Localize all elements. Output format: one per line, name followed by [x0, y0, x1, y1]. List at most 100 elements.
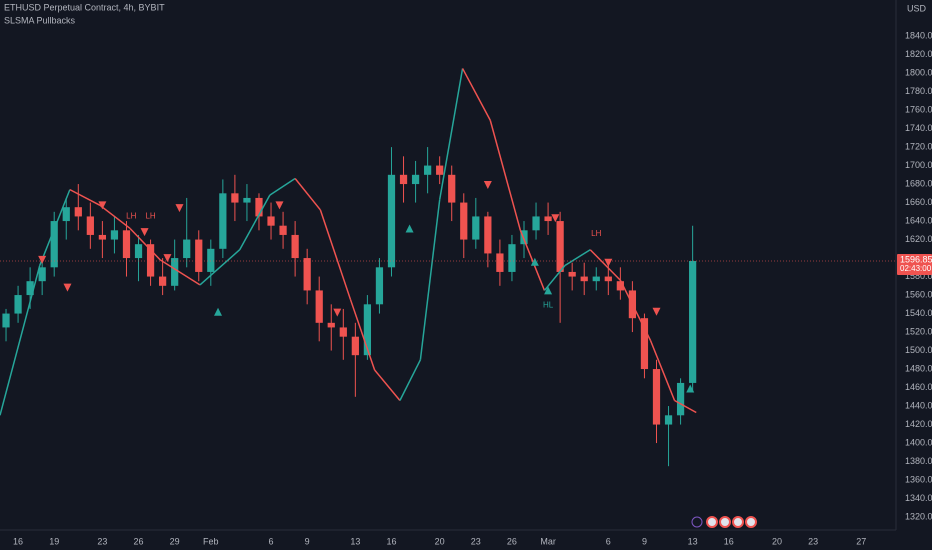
y-tick-label: 1500.00 — [905, 345, 932, 355]
candle-body — [134, 244, 143, 259]
icon[interactable] — [706, 516, 718, 528]
candle-body — [122, 230, 131, 259]
sell-signal — [333, 308, 342, 317]
y-tick-label: 1380.00 — [905, 456, 932, 466]
x-tick-label: 23 — [471, 536, 481, 546]
y-tick-label: 1520.00 — [905, 326, 932, 336]
x-tick-label: 9 — [642, 536, 647, 546]
slsma-line — [99, 204, 131, 230]
candle-body — [399, 174, 408, 185]
buy-signal — [405, 224, 414, 233]
icon[interactable] — [745, 516, 757, 528]
countdown-label: 02:43:00 — [900, 264, 932, 273]
x-tick-label: 26 — [134, 536, 144, 546]
slsma-line — [564, 249, 591, 267]
x-tick-label: 9 — [305, 536, 310, 546]
candle-body — [689, 260, 697, 383]
x-tick-label: 29 — [170, 536, 180, 546]
sell-signal — [38, 255, 47, 264]
icon[interactable] — [719, 516, 731, 528]
candle-body — [279, 225, 287, 235]
y-tick-label: 1440.00 — [905, 400, 932, 410]
candle-body — [520, 230, 528, 245]
slsma-line — [399, 359, 422, 401]
candle-body — [375, 267, 384, 305]
candle-body — [62, 207, 70, 222]
candle-body — [448, 174, 456, 203]
x-tick-label: 23 — [808, 536, 818, 546]
candle-body — [604, 276, 612, 282]
y-tick-label: 1620.00 — [905, 234, 932, 244]
toolbar-icons[interactable] — [691, 516, 757, 528]
candle-body — [339, 327, 347, 337]
candle-body — [664, 415, 673, 425]
candle-body — [508, 244, 516, 272]
slsma-line — [489, 120, 522, 231]
chart-title: ETHUSD Perpetual Contract, 4h, BYBIT — [4, 2, 165, 12]
candle-body — [556, 221, 564, 272]
candle-body — [110, 230, 119, 240]
y-axis-label: USD — [907, 3, 927, 13]
candle-body — [267, 216, 275, 226]
sell-signal — [140, 228, 149, 237]
buy-signal — [544, 286, 553, 295]
candle-body — [387, 174, 396, 268]
icon[interactable] — [732, 516, 744, 528]
y-tick-label: 1460.00 — [905, 382, 932, 392]
y-tick-label: 1560.00 — [905, 289, 932, 299]
candle-body — [436, 165, 444, 175]
slsma-line — [319, 209, 352, 300]
y-tick-label: 1720.00 — [905, 141, 932, 151]
pivot-label: LH — [591, 229, 601, 238]
x-tick-label: 16 — [386, 536, 396, 546]
candle-body — [568, 271, 576, 277]
x-tick-label: 6 — [606, 536, 611, 546]
slsma-line — [461, 68, 491, 121]
y-tick-label: 1400.00 — [905, 437, 932, 447]
y-tick-label: 1800.00 — [905, 67, 932, 77]
y-tick-label: 1360.00 — [905, 474, 932, 484]
x-tick-label: 13 — [350, 536, 360, 546]
y-tick-label: 1660.00 — [905, 197, 932, 207]
y-tick-label: 1580.00 — [905, 271, 932, 281]
candle-body — [544, 216, 552, 222]
candle-body — [411, 174, 420, 185]
candle-body — [146, 244, 155, 277]
slsma-line — [619, 279, 652, 341]
pivot-label: HL — [543, 300, 554, 309]
icon[interactable] — [691, 516, 703, 528]
candle-body — [315, 290, 323, 323]
slsma-line — [199, 249, 241, 286]
y-tick-label: 1540.00 — [905, 308, 932, 318]
y-tick-label: 1780.00 — [905, 86, 932, 96]
pivot-label: LH — [126, 212, 136, 221]
slsma-line — [589, 249, 621, 281]
y-tick-label: 1740.00 — [905, 123, 932, 133]
candle-body — [207, 248, 215, 272]
candle-body — [14, 295, 22, 314]
y-tick-label: 1760.00 — [905, 104, 932, 114]
candle-body — [159, 276, 167, 286]
slsma-line — [374, 369, 401, 401]
indicator-name: SLSMA Pullbacks — [4, 15, 76, 25]
candle-body — [580, 276, 588, 282]
candle-body — [231, 193, 239, 203]
sell-signal — [63, 283, 72, 292]
slsma-line — [349, 299, 376, 371]
candle-body — [26, 281, 34, 296]
y-tick-label: 1320.00 — [905, 511, 932, 521]
y-tick-label: 1680.00 — [905, 178, 932, 188]
slsma-line — [649, 340, 676, 401]
slsma-line — [39, 189, 71, 266]
candle-body — [484, 216, 492, 254]
candle-body — [195, 239, 203, 272]
slsma-line — [674, 399, 697, 414]
slsma-line — [0, 265, 41, 416]
candle-body — [183, 239, 191, 259]
candle-body — [291, 234, 299, 259]
x-tick-label: 26 — [507, 536, 517, 546]
y-tick-label: 1340.00 — [905, 493, 932, 503]
